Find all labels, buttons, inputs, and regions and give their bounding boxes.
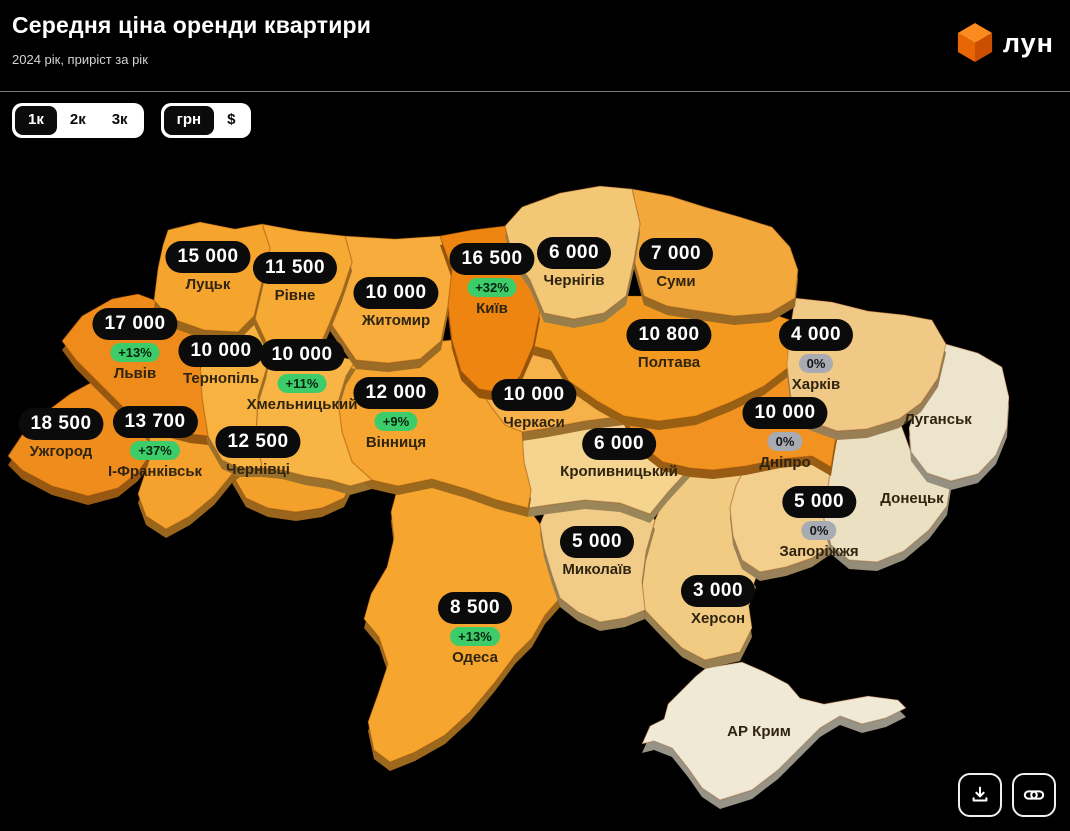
region-crimea	[641, 661, 907, 801]
currency-option-usd[interactable]: $	[214, 106, 248, 135]
region-donetsk	[823, 418, 952, 563]
copy-link-button[interactable]	[1012, 773, 1056, 817]
rooms-toggle: 1к 2к 3к	[12, 103, 144, 138]
currency-option-uah[interactable]: грн	[163, 106, 215, 135]
region-lutsk	[153, 221, 271, 333]
lun-logo: лун	[956, 22, 1054, 64]
currency-toggle: грн $	[160, 103, 252, 138]
rooms-option-1k[interactable]: 1к	[15, 106, 57, 135]
lun-logo-text: лун	[1002, 27, 1054, 58]
header: Середня ціна оренди квартири 2024 рік, п…	[0, 0, 1070, 92]
download-icon	[969, 784, 991, 806]
lun-cube-icon	[956, 22, 994, 64]
region-odesa	[363, 478, 561, 763]
download-button[interactable]	[958, 773, 1002, 817]
page-subtitle: 2024 рік, приріст за рік	[12, 52, 148, 67]
controls-bar: 1к 2к 3к грн $	[12, 103, 268, 138]
rooms-option-2k[interactable]: 2к	[57, 106, 99, 135]
page-title: Середня ціна оренди квартири	[12, 12, 372, 38]
region-sumy	[631, 188, 799, 317]
link-icon	[1023, 784, 1045, 806]
rooms-option-3k[interactable]: 3к	[99, 106, 141, 135]
